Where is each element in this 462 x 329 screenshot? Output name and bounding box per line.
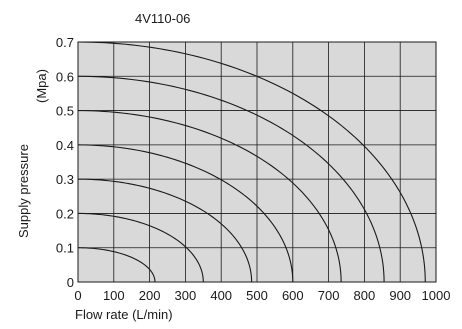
x-tick-label: 300	[175, 288, 197, 303]
curve-0.1-mpa	[77, 247, 156, 283]
y-tick-label: 0	[67, 275, 74, 290]
x-tick-label: 400	[210, 288, 232, 303]
x-tick-label: 200	[139, 288, 161, 303]
x-tick-label: 800	[354, 288, 376, 303]
y-tick-label: 0.4	[56, 138, 74, 153]
y-tick-label: 0.2	[56, 206, 74, 221]
y-axis-unit: (Mpa)	[34, 69, 49, 103]
y-tick-label: 0.5	[56, 104, 74, 119]
x-tick-label: 900	[389, 288, 411, 303]
x-tick-label: 1000	[422, 288, 451, 303]
curve-0.2-mpa	[77, 212, 204, 283]
y-tick-label: 0.1	[56, 241, 74, 256]
x-axis-label: Flow rate (L/min)	[75, 307, 173, 322]
y-tick-label: 0.3	[56, 172, 74, 187]
x-tick-label: 100	[103, 288, 125, 303]
y-axis-label: Supply pressure	[16, 144, 31, 238]
x-tick-label: 600	[282, 288, 304, 303]
curve-0.4-mpa	[77, 144, 294, 283]
plot-frame	[77, 41, 437, 283]
curve-0.3-mpa	[77, 178, 253, 283]
chart-title: 4V110-06	[135, 11, 190, 26]
y-tick-label: 0.7	[56, 35, 74, 50]
y-tick-label: 0.6	[56, 69, 74, 84]
x-tick-label: 0	[74, 288, 81, 303]
x-tick-label: 500	[246, 288, 268, 303]
curve-0.5-mpa	[77, 110, 342, 283]
curve-0.7-mpa	[77, 41, 426, 283]
x-tick-label: 700	[318, 288, 340, 303]
curve-0.6-mpa	[77, 75, 385, 283]
